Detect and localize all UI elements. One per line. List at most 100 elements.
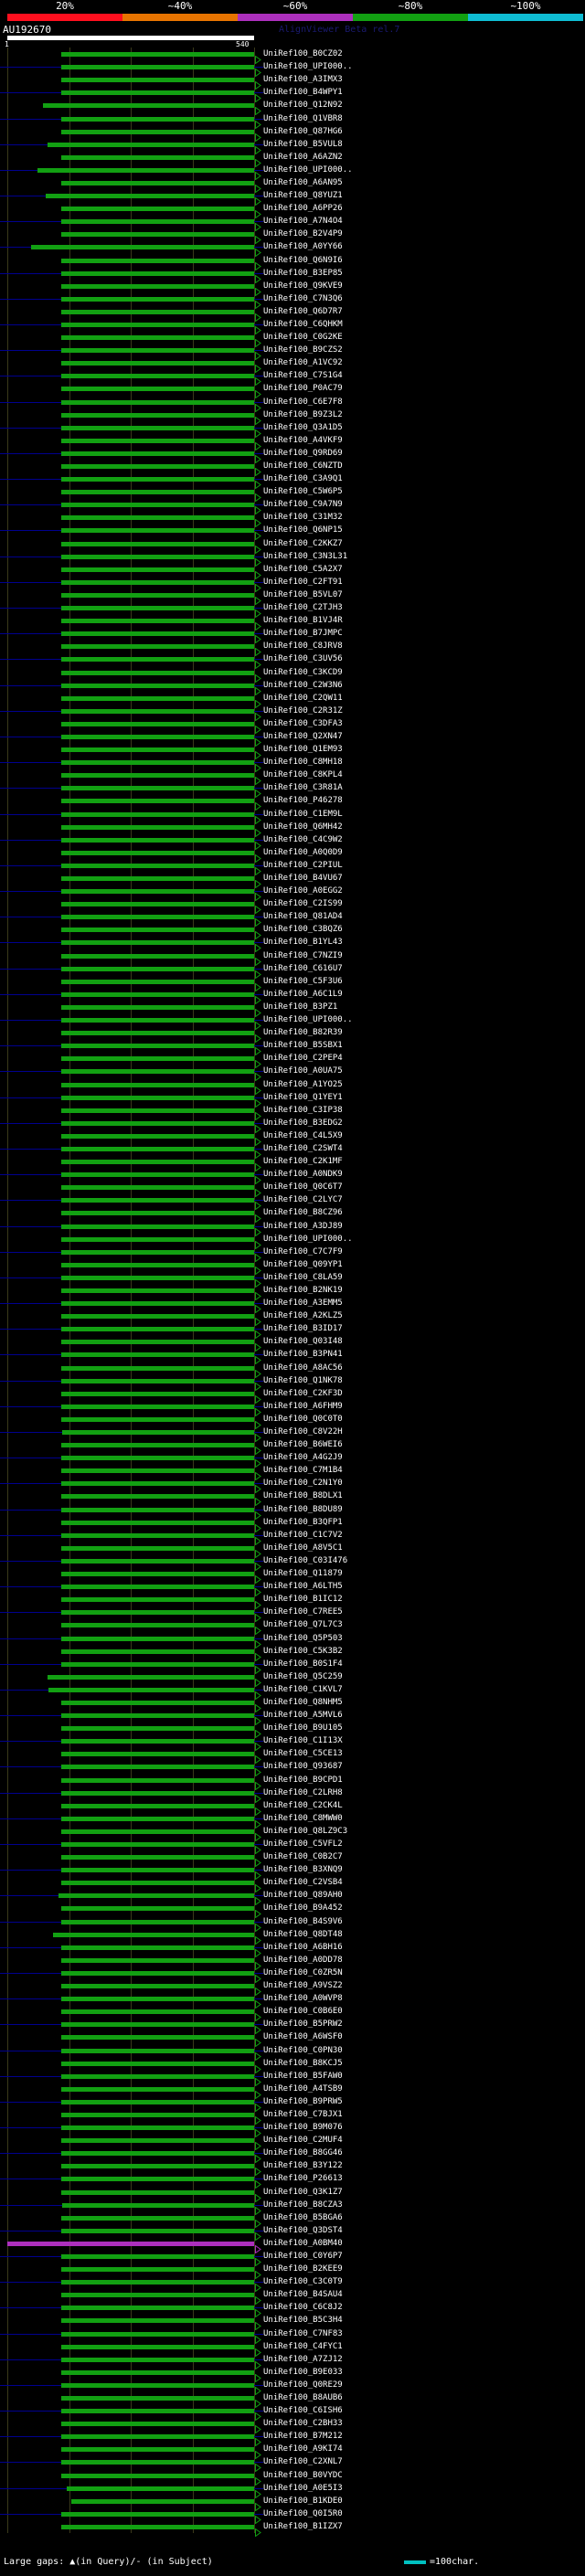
subject-label[interactable]: UniRef100_C2N1Y0 — [263, 1479, 343, 1488]
subject-label[interactable]: UniRef100_B8AUB6 — [263, 2393, 343, 2402]
hsp-bar[interactable] — [60, 1468, 254, 1473]
hsp-bar[interactable] — [60, 876, 254, 881]
hsp-bar[interactable] — [60, 2113, 254, 2117]
hsp-bar[interactable] — [60, 1147, 254, 1151]
subject-label[interactable]: UniRef100_Q1VBR8 — [263, 114, 343, 123]
subject-label[interactable]: UniRef100_C5CE13 — [263, 1749, 343, 1758]
hsp-bar[interactable] — [60, 889, 254, 894]
subject-label[interactable]: UniRef100_C2LRH8 — [263, 1788, 343, 1797]
subject-label[interactable]: UniRef100_B8CZ96 — [263, 1208, 343, 1217]
hsp-bar[interactable] — [60, 1906, 254, 1911]
hsp-bar[interactable] — [60, 657, 254, 662]
hsp-bar[interactable] — [60, 2318, 254, 2323]
subject-label[interactable]: UniRef100_A6C1L9 — [263, 990, 343, 999]
hsp-bar[interactable] — [60, 2293, 254, 2297]
subject-label[interactable]: UniRef100_Q6N9I6 — [263, 256, 343, 265]
subject-label[interactable]: UniRef100_B5VUL8 — [263, 140, 343, 149]
subject-label[interactable]: UniRef100_C7NZI9 — [263, 951, 343, 960]
subject-label[interactable]: UniRef100_Q5C259 — [263, 1672, 343, 1681]
hsp-bar[interactable] — [37, 168, 254, 173]
hsp-bar[interactable] — [60, 1920, 254, 1924]
subject-label[interactable]: UniRef100_Q7L7C3 — [263, 1620, 343, 1629]
subject-label[interactable]: UniRef100_C1C7V2 — [263, 1531, 343, 1540]
subject-label[interactable]: UniRef100_Q8LZ9C3 — [263, 1827, 348, 1836]
hsp-bar[interactable] — [60, 1649, 254, 1654]
hsp-bar[interactable] — [60, 1352, 254, 1357]
hsp-bar[interactable] — [60, 1829, 254, 1834]
subject-label[interactable]: UniRef100_A8V5C1 — [263, 1543, 343, 1553]
subject-label[interactable]: UniRef100_B2KEE9 — [263, 2264, 343, 2274]
hsp-bar[interactable] — [60, 1945, 254, 1950]
hsp-bar[interactable] — [60, 1855, 254, 1860]
subject-label[interactable]: UniRef100_A0WVP8 — [263, 1994, 343, 2003]
hsp-bar[interactable] — [60, 799, 254, 803]
subject-label[interactable]: UniRef100_B3Y122 — [263, 2161, 343, 2170]
hsp-bar[interactable] — [61, 2203, 254, 2208]
hsp-bar[interactable] — [60, 928, 254, 932]
hsp-bar[interactable] — [60, 1597, 254, 1602]
subject-label[interactable]: UniRef100_A6AZN2 — [263, 153, 343, 162]
hsp-bar[interactable] — [60, 1018, 254, 1023]
hsp-bar[interactable] — [60, 1185, 254, 1190]
subject-label[interactable]: UniRef100_B0VYDC — [263, 2471, 343, 2480]
hsp-bar[interactable] — [60, 915, 254, 919]
hsp-bar[interactable] — [60, 259, 254, 263]
hsp-bar[interactable] — [60, 232, 254, 237]
hsp-bar[interactable] — [60, 1096, 254, 1100]
subject-label[interactable]: UniRef100_Q0RE29 — [263, 2380, 343, 2390]
hsp-bar[interactable] — [60, 2009, 254, 2014]
subject-label[interactable]: UniRef100_B3ID17 — [263, 1324, 343, 1333]
subject-label[interactable]: UniRef100_C7S1G4 — [263, 371, 343, 380]
subject-label[interactable]: UniRef100_C5W6P5 — [263, 487, 343, 496]
subject-label[interactable]: UniRef100_C6E7F8 — [263, 398, 343, 407]
subject-label[interactable]: UniRef100_C2QW11 — [263, 694, 343, 703]
hsp-bar[interactable] — [60, 671, 254, 675]
subject-label[interactable]: UniRef100_C31M32 — [263, 513, 343, 522]
subject-label[interactable]: UniRef100_C2VSB4 — [263, 1878, 343, 1887]
subject-label[interactable]: UniRef100_C7REE5 — [263, 1607, 343, 1617]
hsp-bar[interactable] — [60, 1958, 254, 1963]
hsp-bar[interactable] — [60, 1997, 254, 2001]
hsp-bar[interactable] — [60, 709, 254, 714]
subject-label[interactable]: UniRef100_B1KDE0 — [263, 2496, 343, 2506]
subject-label[interactable]: UniRef100_C4L5X9 — [263, 1131, 343, 1140]
hsp-bar[interactable] — [60, 1250, 254, 1255]
hsp-bar[interactable] — [60, 1572, 254, 1576]
hsp-bar[interactable] — [60, 825, 254, 830]
hsp-bar[interactable] — [60, 155, 254, 160]
subject-label[interactable]: UniRef100_C6C8J2 — [263, 2303, 343, 2312]
hsp-bar[interactable] — [60, 1521, 254, 1525]
hsp-bar[interactable] — [60, 619, 254, 623]
hsp-bar[interactable] — [60, 1508, 254, 1512]
hsp-bar[interactable] — [60, 2370, 254, 2375]
subject-label[interactable]: UniRef100_Q5P503 — [263, 1634, 343, 1643]
subject-label[interactable]: UniRef100_A0Q0D9 — [263, 848, 343, 857]
subject-label[interactable]: UniRef100_A7ZJ12 — [263, 2355, 343, 2364]
subject-label[interactable]: UniRef100_P26613 — [263, 2174, 343, 2183]
hsp-bar[interactable] — [60, 1804, 254, 1808]
subject-label[interactable]: UniRef100_C0B6E0 — [263, 2007, 343, 2016]
subject-label[interactable]: UniRef100_A0DD78 — [263, 1956, 343, 1965]
hsp-bar[interactable] — [60, 992, 254, 997]
subject-label[interactable]: UniRef100_C6ISH6 — [263, 2406, 343, 2415]
subject-label[interactable]: UniRef100_C5VFL2 — [263, 1839, 343, 1849]
subject-label[interactable]: UniRef100_Q6MH42 — [263, 822, 343, 832]
hsp-bar[interactable] — [60, 1160, 254, 1164]
subject-label[interactable]: UniRef100_B9M076 — [263, 2123, 343, 2132]
hsp-bar[interactable] — [60, 1701, 254, 1705]
subject-label[interactable]: UniRef100_C3BQZ6 — [263, 925, 343, 934]
subject-label[interactable]: UniRef100_C6QHKM — [263, 320, 343, 329]
subject-label[interactable]: UniRef100_C5K3B2 — [263, 1647, 343, 1656]
hsp-bar[interactable] — [60, 1314, 254, 1319]
hsp-bar[interactable] — [60, 684, 254, 688]
hsp-bar[interactable] — [60, 2087, 254, 2092]
subject-label[interactable]: UniRef100_C3N3L31 — [263, 552, 348, 561]
subject-label[interactable]: UniRef100_A3DJ89 — [263, 1222, 343, 1231]
subject-label[interactable]: UniRef100_B1IC12 — [263, 1595, 343, 1604]
subject-label[interactable]: UniRef100_C3IP38 — [263, 1106, 343, 1115]
subject-label[interactable]: UniRef100_B3EP85 — [263, 269, 343, 278]
hsp-bar[interactable] — [60, 2267, 254, 2272]
subject-label[interactable]: UniRef100_C616U7 — [263, 964, 343, 973]
hsp-bar[interactable] — [60, 439, 254, 443]
subject-label[interactable]: UniRef100_C8MH18 — [263, 758, 343, 767]
